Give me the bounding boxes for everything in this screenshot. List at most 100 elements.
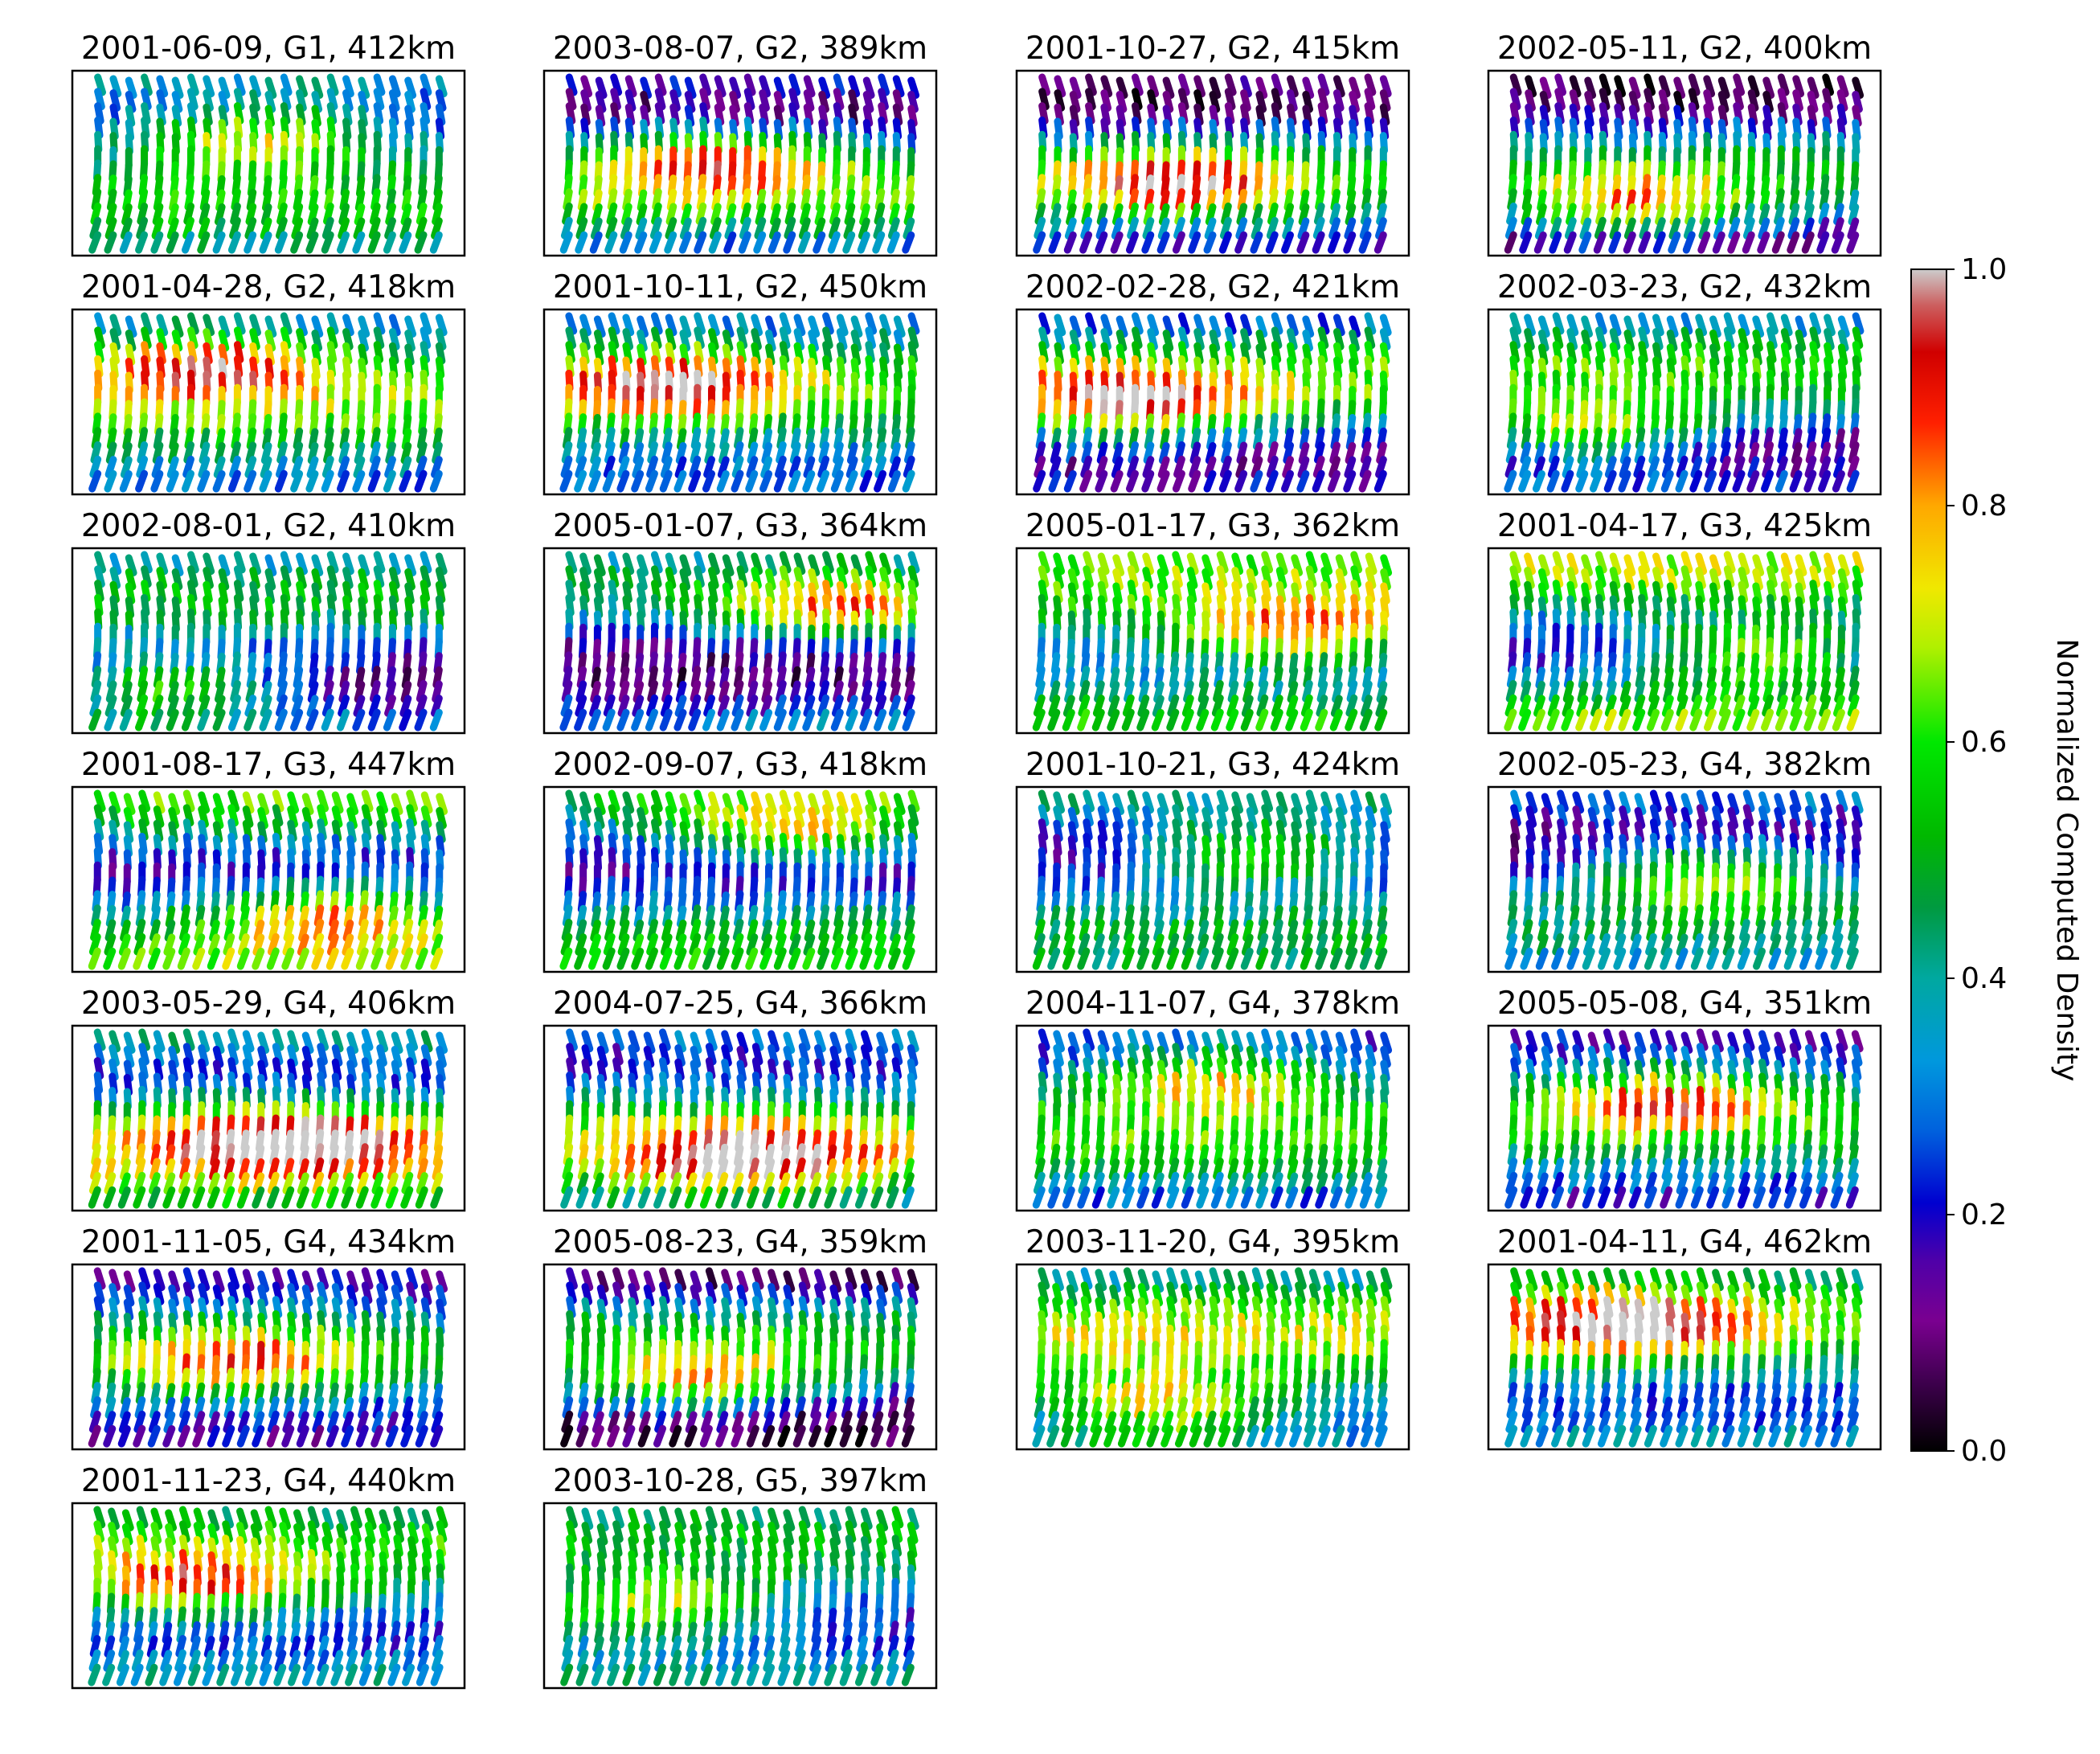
track-segment xyxy=(1518,469,1532,493)
track-segment xyxy=(1300,708,1313,732)
track-segment xyxy=(1599,73,1611,96)
track-segment xyxy=(1271,695,1283,717)
track-segment xyxy=(603,932,616,956)
track-segment xyxy=(1618,470,1631,493)
track-segment xyxy=(1623,232,1636,254)
track-segment xyxy=(622,314,635,337)
track-segment xyxy=(147,947,161,970)
track-segment xyxy=(1660,947,1673,970)
track-segment xyxy=(326,73,339,96)
track-segment xyxy=(591,1186,604,1209)
track-segment xyxy=(88,469,102,493)
track-segment xyxy=(1594,551,1607,574)
track-segment xyxy=(321,216,334,240)
track-segment xyxy=(646,932,658,956)
track-segment xyxy=(889,933,901,956)
track-segment xyxy=(311,1186,325,1209)
panel-13: 2001-08-17, G3, 447km xyxy=(71,747,466,973)
track-segment xyxy=(1614,933,1627,956)
track-segment xyxy=(290,708,304,732)
track-segment xyxy=(306,456,319,478)
track-segment xyxy=(1373,231,1387,254)
track-segment xyxy=(845,695,858,717)
track-segment xyxy=(684,76,697,99)
track-segment xyxy=(218,315,231,338)
track-segment xyxy=(654,73,667,96)
track-segment xyxy=(342,75,354,98)
track-segment xyxy=(1032,708,1046,732)
track-segment xyxy=(266,947,280,970)
track-segment xyxy=(1137,933,1150,956)
track-segment xyxy=(404,315,417,338)
track-segment xyxy=(198,456,211,478)
track-segment xyxy=(1569,75,1582,98)
track-segment xyxy=(565,551,578,574)
track-segment xyxy=(759,948,773,970)
track-segment xyxy=(181,231,194,254)
track-segment xyxy=(1271,933,1283,956)
track-segment xyxy=(94,551,106,574)
track-segment xyxy=(1209,76,1222,99)
track-segment xyxy=(1771,231,1785,254)
track-segment xyxy=(694,231,707,254)
track-segment xyxy=(1504,694,1517,717)
track-segment xyxy=(833,73,845,96)
track-segment xyxy=(135,231,149,254)
track-segment xyxy=(291,217,304,240)
track-segment xyxy=(1234,469,1248,493)
track-segment xyxy=(267,932,280,956)
track-segment xyxy=(1302,76,1315,99)
track-segment xyxy=(1738,314,1750,337)
track-segment xyxy=(1819,695,1832,717)
track-segment xyxy=(1189,217,1201,240)
track-segment xyxy=(1078,694,1091,717)
track-segment xyxy=(264,554,277,576)
track-segment xyxy=(1660,709,1674,732)
track-segment xyxy=(903,694,915,717)
track-segment xyxy=(352,470,366,493)
track-segment xyxy=(1151,948,1165,970)
track-segment xyxy=(1142,791,1155,814)
track-segment xyxy=(602,469,616,493)
track-segment xyxy=(1080,455,1093,478)
track-segment xyxy=(326,551,339,574)
track-segment xyxy=(227,789,240,813)
track-segment xyxy=(1360,933,1373,956)
track-segment xyxy=(793,791,806,814)
track-segment xyxy=(244,469,257,493)
track-segment xyxy=(1077,708,1091,732)
track-segment xyxy=(783,231,796,254)
track-segment xyxy=(1638,231,1652,254)
track-segment xyxy=(1193,75,1206,98)
track-segment xyxy=(874,933,887,956)
track-segment xyxy=(1265,469,1279,493)
track-segment xyxy=(707,552,720,576)
track-segment xyxy=(1211,694,1224,717)
track-segment xyxy=(1317,312,1330,335)
track-segment xyxy=(1235,456,1248,478)
track-segment xyxy=(1270,947,1283,970)
track-segment xyxy=(808,554,821,576)
track-segment xyxy=(703,695,715,717)
panel-frame xyxy=(71,785,466,973)
track-segment xyxy=(123,793,136,815)
track-segment xyxy=(595,76,608,99)
panel-frame xyxy=(542,308,938,496)
track-segment xyxy=(1216,551,1229,574)
track-segment xyxy=(1188,231,1201,254)
track-segment xyxy=(1695,552,1708,576)
track-segment xyxy=(287,791,300,814)
track-segment xyxy=(1833,695,1845,717)
track-segment xyxy=(274,231,288,254)
track-segment xyxy=(1504,708,1517,732)
track-segment xyxy=(640,76,653,99)
panel-tracks xyxy=(559,551,920,732)
track-segment xyxy=(229,694,241,717)
track-segment xyxy=(237,933,250,956)
track-segment xyxy=(222,947,235,970)
track-segment xyxy=(1761,708,1775,732)
track-segment xyxy=(203,75,215,98)
track-segment xyxy=(355,1186,369,1209)
panel-tracks xyxy=(559,312,920,493)
track-segment xyxy=(1095,456,1108,478)
